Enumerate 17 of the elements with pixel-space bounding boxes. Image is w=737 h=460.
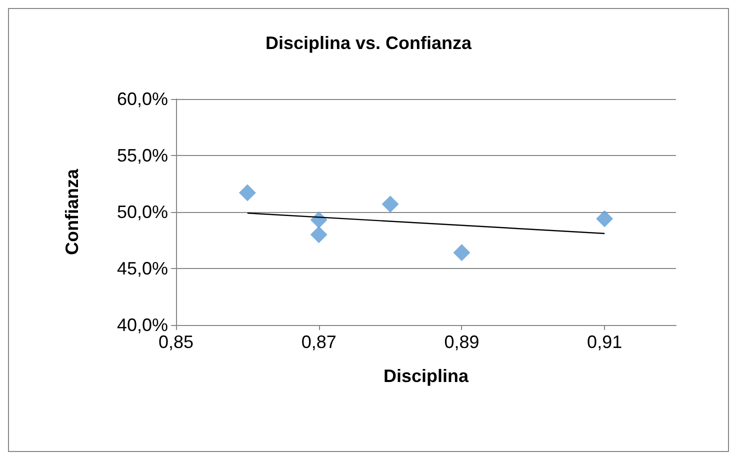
x-axis-title: Disciplina <box>383 366 470 386</box>
point <box>310 226 328 244</box>
point <box>238 184 256 202</box>
y-axis-title: Confianza <box>62 168 82 256</box>
chart-title: Disciplina vs. Confianza <box>265 33 473 53</box>
point <box>382 196 399 213</box>
y-tick-label: 60,0% <box>116 89 168 109</box>
y-tick-label: 50,0% <box>116 202 168 222</box>
point <box>453 244 470 262</box>
y-tick-label: 45,0% <box>116 258 168 278</box>
x-tick-label: 0,89 <box>444 332 480 352</box>
x-tick-label: 0,85 <box>158 332 194 352</box>
y-tick-label: 40,0% <box>116 315 168 335</box>
point <box>596 210 614 228</box>
x-tick-label: 0,87 <box>301 332 336 352</box>
x-tick-label: 0,91 <box>587 332 622 352</box>
y-tick-label: 55,0% <box>116 146 168 166</box>
